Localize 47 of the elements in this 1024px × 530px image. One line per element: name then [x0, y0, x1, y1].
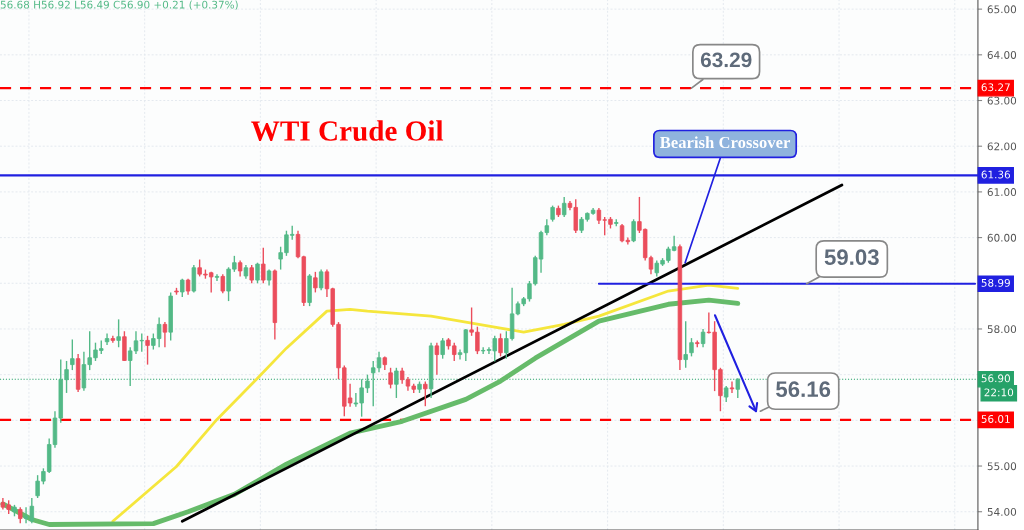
candlestick	[434, 341, 440, 376]
y-tick-label: 65.00	[987, 5, 1017, 14]
ref-line-label: 61.36	[981, 170, 1011, 179]
candlestick	[214, 273, 220, 282]
y-tick-label: 54.00	[987, 507, 1017, 516]
candlestick	[162, 321, 168, 348]
y-tick-label: 55.00	[987, 462, 1017, 471]
y-tick-label: 61.00	[987, 188, 1017, 196]
candlestick	[318, 268, 324, 291]
candlestick	[145, 335, 150, 366]
ref-line-label: 63.27	[981, 83, 1010, 92]
ref-line-label: 56.01	[981, 415, 1010, 423]
candlestick	[729, 380, 735, 394]
candlestick	[631, 218, 636, 243]
annotation: 56.68 H56.92 L56.49 C56.90 +0.21 (+0.37%)	[0, 0, 238, 10]
candlestick	[689, 337, 694, 358]
candlestick	[735, 377, 740, 399]
candlestick	[122, 330, 127, 362]
candlestick	[423, 380, 428, 407]
text: 22:10	[984, 388, 1014, 397]
candlestick	[116, 318, 121, 348]
candlestick	[313, 271, 318, 294]
annotation: 63.29	[700, 52, 752, 68]
annotation: 56.16	[776, 381, 831, 398]
y-tick-label: 63.00	[987, 96, 1017, 105]
y-tick-label: 62.00	[987, 142, 1017, 151]
candlestick	[561, 196, 567, 218]
text: WTI Crude Oil	[251, 120, 444, 142]
candlestick	[220, 273, 225, 295]
candlestick	[683, 320, 688, 369]
y-tick-label: 64.00	[987, 51, 1017, 59]
annotation: 58.99	[981, 278, 1010, 287]
candlestick	[261, 246, 266, 284]
y-tick-label: 58.00	[987, 325, 1017, 334]
line-series	[111, 283, 740, 523]
candlestick	[70, 338, 75, 371]
candlestick	[249, 264, 254, 284]
ref-line-label: 56.90	[981, 374, 1010, 383]
candlestick	[700, 328, 706, 348]
candlestick	[191, 264, 197, 294]
candlestick	[440, 337, 445, 360]
y-tick-label: 60.00	[987, 233, 1017, 242]
candlestick	[388, 367, 393, 390]
annotation: 59.03	[824, 249, 879, 266]
candlestick	[498, 332, 503, 358]
candlestick	[394, 367, 399, 399]
annotation: Bearish Crossover	[659, 136, 791, 149]
